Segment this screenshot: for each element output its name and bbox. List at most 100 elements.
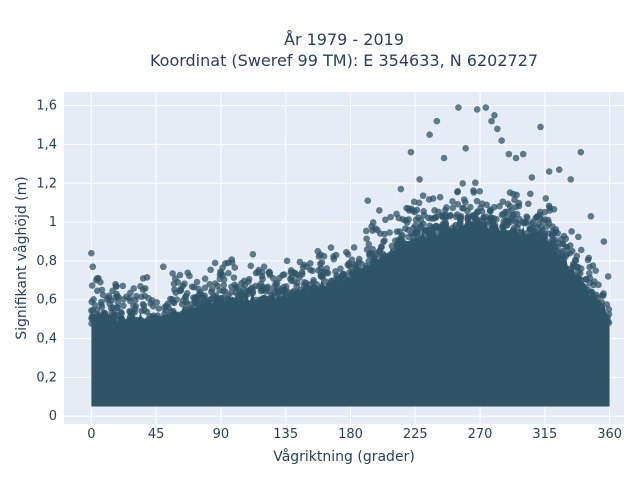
data-point: [126, 308, 134, 316]
data-point: [499, 210, 507, 218]
data-point: [348, 256, 356, 263]
data-point: [225, 269, 232, 277]
data-point: [313, 292, 321, 300]
data-point: [126, 322, 134, 330]
data-point: [216, 275, 224, 283]
x-tick-label: 90: [213, 427, 230, 442]
data-point: [454, 200, 462, 208]
data-point: [516, 215, 523, 223]
data-point: [409, 243, 416, 251]
data-point: [108, 322, 116, 330]
y-tick-label: 1,2: [36, 176, 57, 191]
data-point: [513, 210, 521, 218]
data-point: [182, 293, 190, 300]
data-point: [412, 216, 420, 224]
data-point: [279, 271, 286, 279]
x-tick-label: 360: [597, 427, 622, 442]
data-point: [275, 300, 283, 307]
data-points: [88, 104, 613, 407]
data-point: [594, 307, 602, 315]
data-point: [238, 304, 246, 311]
data-point-outlier: [375, 207, 383, 214]
chart-title-line2: Koordinat (Sweref 99 TM): E 354633, N 62…: [150, 51, 538, 70]
data-point: [217, 269, 225, 277]
data-point: [171, 286, 178, 293]
data-point: [432, 222, 440, 230]
data-point: [254, 298, 262, 306]
x-axis-title: Vågriktning (grader): [273, 448, 415, 465]
data-point: [559, 240, 566, 248]
data-point: [93, 287, 101, 295]
data-point: [515, 202, 523, 210]
data-point-outlier: [160, 263, 167, 271]
data-point: [181, 280, 188, 288]
data-point: [592, 298, 600, 305]
data-point: [560, 262, 568, 269]
data-point: [233, 283, 240, 291]
data-point: [291, 294, 298, 302]
data-point: [303, 284, 311, 292]
data-point: [363, 262, 370, 270]
data-point: [127, 297, 134, 305]
data-point: [140, 302, 148, 310]
data-point: [148, 324, 156, 331]
data-point: [525, 200, 532, 208]
x-tick-label: 225: [403, 427, 428, 442]
data-point-outlier: [494, 125, 501, 133]
data-point: [341, 283, 348, 290]
data-point-outlier: [577, 148, 585, 156]
y-tick-label: 0,6: [36, 293, 57, 308]
data-point: [113, 282, 120, 290]
data-point: [176, 271, 184, 279]
data-point: [119, 282, 127, 290]
data-point: [362, 227, 370, 235]
data-point: [439, 212, 447, 220]
data-point-outlier: [416, 176, 423, 183]
y-tick-label: 1,4: [36, 137, 57, 152]
data-point: [366, 252, 373, 259]
data-point: [416, 242, 423, 249]
data-point: [523, 213, 530, 220]
data-point: [173, 316, 181, 324]
data-point: [473, 209, 481, 216]
data-point: [417, 216, 425, 224]
data-point: [248, 299, 256, 307]
x-tick-label: 270: [468, 427, 493, 442]
data-point: [206, 280, 213, 288]
data-point: [99, 291, 107, 299]
x-tick-label: 0: [87, 427, 95, 442]
data-point: [229, 301, 236, 309]
data-point: [447, 211, 454, 219]
data-point: [464, 222, 471, 230]
data-point: [499, 198, 507, 205]
data-point: [605, 306, 613, 313]
data-point-outlier: [512, 154, 520, 162]
data-point: [375, 258, 382, 266]
data-point: [449, 204, 457, 212]
data-point: [114, 299, 122, 306]
data-point-outlier: [139, 275, 147, 282]
data-point: [130, 302, 137, 310]
data-point: [564, 266, 571, 274]
data-point: [247, 285, 255, 293]
x-tick-labels: 0 45 90 135 180 225 270 315 360: [87, 427, 622, 442]
data-point: [182, 311, 190, 318]
data-point: [101, 310, 109, 318]
data-point: [462, 198, 469, 206]
data-point: [464, 214, 472, 221]
data-point: [417, 223, 425, 231]
data-point: [186, 272, 193, 280]
data-point: [162, 322, 170, 329]
data-point: [585, 270, 593, 277]
data-point: [493, 232, 501, 239]
y-tick-label: 0,8: [36, 254, 57, 269]
data-point: [249, 250, 257, 258]
data-point: [575, 233, 582, 241]
data-point: [239, 285, 247, 293]
data-point: [546, 246, 553, 253]
data-point: [449, 198, 456, 205]
data-point-outlier: [587, 212, 595, 220]
data-point: [586, 263, 593, 271]
data-point: [351, 278, 359, 285]
data-point-outlier: [407, 148, 415, 156]
